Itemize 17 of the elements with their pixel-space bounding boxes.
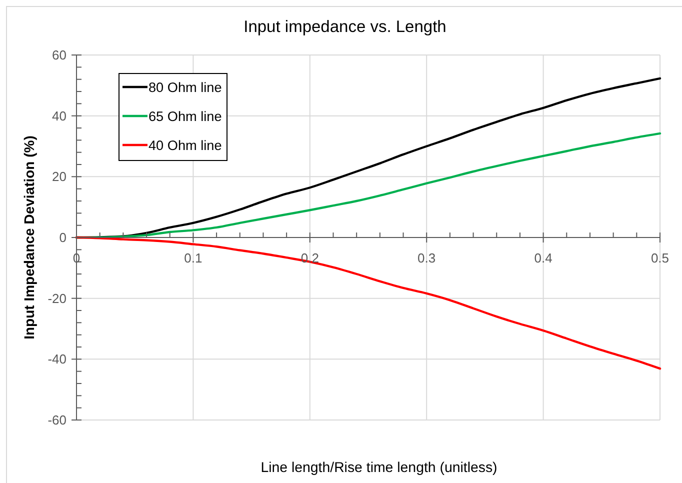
y-tick-label: 0 bbox=[59, 230, 66, 246]
x-tick-label: 0.5 bbox=[650, 250, 670, 266]
y-axis-title: Input Impedance Deviation (%) bbox=[21, 136, 37, 340]
y-tick-label: -20 bbox=[48, 290, 66, 306]
y-tick-label: 20 bbox=[52, 169, 66, 184]
y-tick-label: 40 bbox=[52, 108, 66, 124]
legend-label: 65 Ohm line bbox=[148, 108, 222, 124]
y-tick-label: -60 bbox=[48, 412, 66, 428]
legend-label: 80 Ohm line bbox=[148, 80, 222, 95]
x-axis-title: Line length/Rise time length (unitless) bbox=[260, 460, 498, 476]
x-tick-label: 0.3 bbox=[418, 250, 436, 266]
x-tick-label: 0.1 bbox=[184, 250, 202, 266]
y-tick-label: -40 bbox=[48, 352, 66, 367]
chart-title: Input impedance vs. Length bbox=[244, 18, 446, 36]
y-tick-label: 60 bbox=[52, 48, 66, 63]
legend-label: 40 Ohm line bbox=[148, 138, 222, 153]
x-tick-label: 0.4 bbox=[534, 250, 552, 266]
